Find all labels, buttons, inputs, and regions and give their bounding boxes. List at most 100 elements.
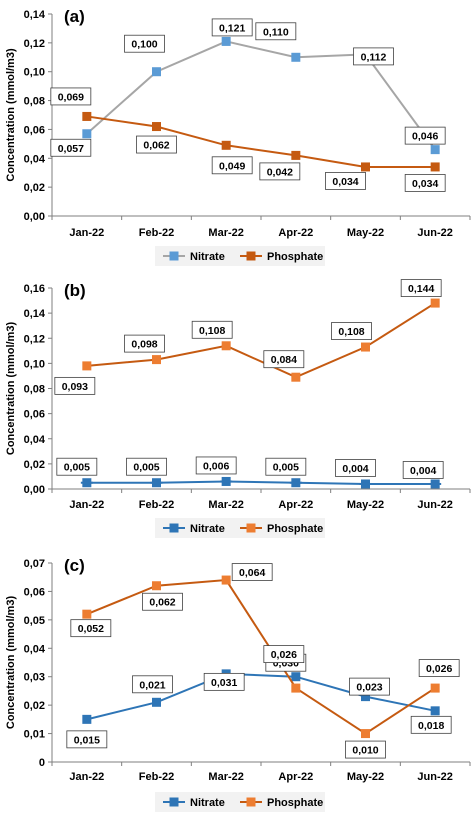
data-point-phosphate [221,341,231,351]
data-label-box [124,334,165,353]
data-point-phosphate [361,729,370,739]
legend-label-nitrate: Nitrate [190,523,225,535]
data-label: 0,062 [143,140,169,152]
x-tick-label: Jan-22 [69,771,104,783]
series-line-nitrate [86,40,436,151]
y-tick-label: 0,06 [24,124,45,136]
data-label: 0,064 [239,567,265,579]
series-line-phosphate [86,579,436,735]
data-label-box [404,126,446,145]
data-label: 0,093 [62,381,88,393]
data-point-phosphate [221,575,231,585]
y-tick-label: 0,01 [24,729,45,741]
data-label: 0,034 [412,178,438,190]
data-label-box [66,730,108,749]
data-label: 0,121 [219,22,245,34]
legend: Nitrate Phosphate [155,518,325,538]
data-label: 0,112 [361,51,387,63]
data-label: 0,004 [342,463,368,475]
panel-label: (c) [64,556,85,575]
y-tick-label: 0,06 [24,586,45,598]
y-tick-label: 0,07 [24,558,45,570]
data-label-box [265,457,307,476]
series-line-phosphate [86,115,436,168]
data-point-nitrate [430,706,440,716]
data-label-box [325,172,366,190]
data-point-phosphate [152,581,161,591]
data-label-box [331,322,372,340]
data-label-box [335,459,376,477]
data-point-nitrate [291,52,301,62]
data-point-phosphate [291,372,301,382]
legend: Nitrate Phosphate [155,792,325,812]
y-tick-label: 0,05 [24,615,45,627]
data-label: 0,144 [408,283,434,295]
y-tick-label: 0,14 [24,9,46,21]
data-label-box [255,22,297,41]
data-point-phosphate [361,162,370,172]
y-axis-title: Concentration (mmol/m3) [5,48,17,182]
data-label: 0,010 [352,745,378,757]
data-point-phosphate [430,162,440,172]
data-point-nitrate [361,692,370,702]
data-label: 0,062 [149,597,175,609]
data-point-nitrate [152,67,161,77]
panel-label: (b) [64,281,86,300]
y-tick-label: 0,04 [24,643,46,655]
y-tick-label: 0,12 [24,38,45,50]
x-tick-label: May-22 [347,499,384,511]
data-point-nitrate [221,36,231,46]
data-label: 0,026 [426,663,452,675]
data-label-box [132,675,173,694]
data-label-box [404,174,446,192]
data-label: 0,021 [139,679,165,691]
y-tick-label: 0 [39,757,45,769]
data-label-box [345,740,386,759]
x-tick-label: Mar-22 [208,771,243,783]
legend-marker-phosphate [246,797,256,807]
data-point-phosphate [82,111,92,121]
data-label-box [263,645,305,663]
data-label-box [259,162,301,181]
data-point-nitrate [152,697,161,707]
x-tick-label: Jun-22 [417,771,452,783]
y-tick-label: 0,10 [24,67,45,79]
panel-label: (a) [64,7,85,26]
x-tick-label: May-22 [347,227,384,239]
x-tick-label: Jan-22 [69,227,104,239]
data-point-nitrate [82,129,92,139]
data-point-phosphate [152,355,161,365]
y-tick-label: 0,06 [24,409,45,421]
data-point-nitrate [82,714,92,724]
data-label: 0,110 [263,26,289,38]
data-label-box [203,672,245,691]
data-label: 0,026 [271,649,297,661]
y-tick-label: 0,08 [24,384,45,396]
data-label: 0,046 [412,131,438,143]
chart-panel-3: 0 0,01 0,02 0,03 0,04 0,05 0,06 0,07 Jan-22 Feb-2… [5,556,471,812]
x-tick-label: Apr-22 [278,771,313,783]
data-label-box [195,456,237,475]
y-tick-label: 0,02 [24,459,45,471]
data-label: 0,018 [418,720,444,732]
y-tick-label: 0,10 [24,358,45,370]
y-tick-label: 0,14 [24,308,46,320]
x-tick-label: Feb-22 [139,499,174,511]
x-tick-label: Jun-22 [417,499,452,511]
legend-marker-nitrate [169,523,179,533]
data-label: 0,023 [356,682,382,694]
data-label-box [402,461,444,479]
data-label-box [353,47,394,66]
data-label: 0,005 [273,462,299,474]
data-point-phosphate [361,342,370,352]
data-label-box [211,18,253,37]
data-point-phosphate [82,609,92,619]
y-tick-label: 0,04 [24,153,46,165]
legend-label-phosphate: Phosphate [267,797,323,809]
x-tick-label: Mar-22 [208,227,243,239]
data-label: 0,098 [131,339,157,351]
y-tick-label: 0,03 [24,672,45,684]
data-label: 0,006 [203,460,229,472]
data-label: 0,042 [267,166,293,178]
